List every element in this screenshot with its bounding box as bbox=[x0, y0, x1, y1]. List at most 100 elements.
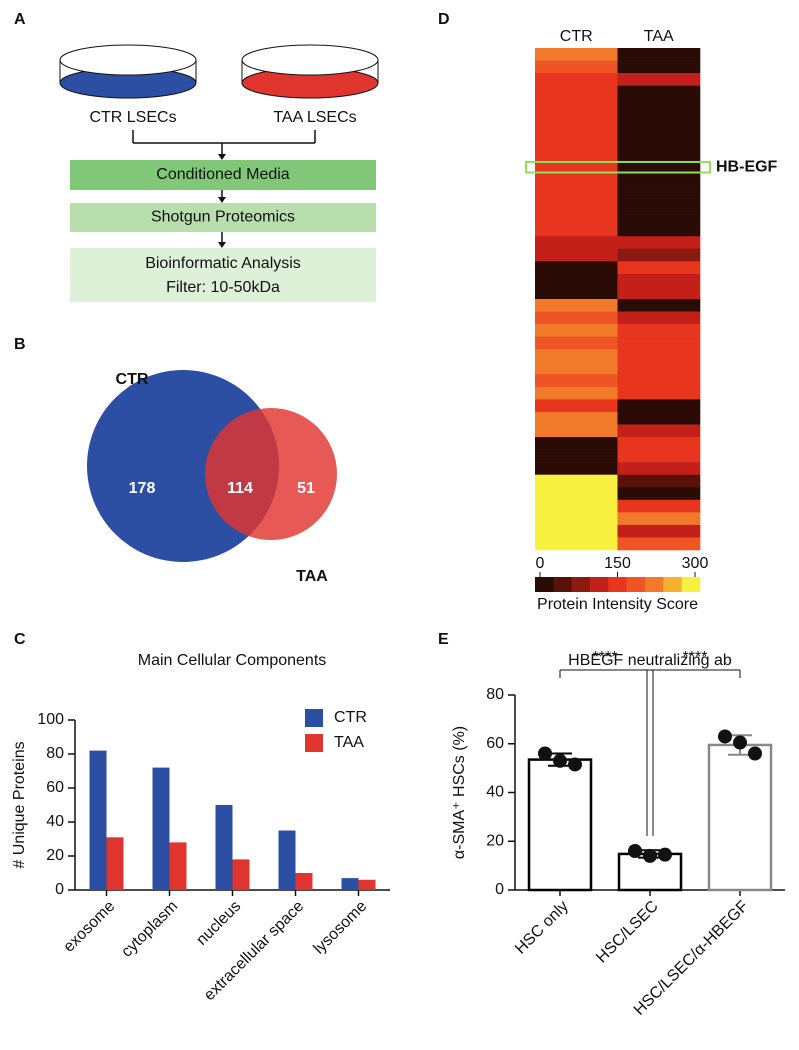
heatmap-cell bbox=[617, 411, 701, 425]
heatmap-cell bbox=[617, 160, 701, 174]
venn-set-label: TAA bbox=[296, 568, 328, 585]
legend-swatch bbox=[305, 734, 323, 752]
highlight-label: HB-EGF bbox=[716, 158, 778, 175]
heatmap-cell bbox=[535, 374, 618, 388]
x-tick-label: nucleus bbox=[193, 898, 244, 949]
y-axis-label: # Unique Proteins bbox=[11, 741, 28, 868]
heatmap-cell bbox=[535, 123, 618, 137]
heatmap-cell bbox=[535, 236, 618, 250]
x-tick-label: exosome bbox=[60, 898, 118, 956]
heatmap-cell bbox=[617, 349, 701, 363]
legend-label: TAA bbox=[334, 734, 364, 751]
heatmap-cell bbox=[617, 110, 701, 124]
heatmap-cell bbox=[617, 361, 701, 375]
bar bbox=[341, 878, 359, 890]
heatmap-cell bbox=[617, 386, 701, 400]
heatmap-cell bbox=[535, 110, 618, 124]
heatmap-cell bbox=[617, 73, 701, 86]
bar bbox=[358, 879, 376, 890]
venn-set-label: CTR bbox=[116, 371, 149, 388]
bar bbox=[152, 767, 170, 890]
venn-count: 178 bbox=[129, 480, 156, 497]
x-tick-label: cytoplasm bbox=[118, 898, 181, 961]
data-point bbox=[718, 729, 732, 744]
data-point bbox=[643, 848, 657, 863]
dish-top bbox=[241, 44, 379, 76]
data-point bbox=[733, 735, 747, 750]
heatmap-cell bbox=[617, 186, 701, 199]
heatmap-cell bbox=[617, 198, 701, 212]
data-point bbox=[553, 753, 567, 768]
heatmap-cell bbox=[617, 499, 701, 513]
panel-label: A bbox=[14, 11, 26, 28]
heatmap-cell bbox=[617, 248, 701, 262]
arrow-head bbox=[218, 197, 226, 203]
heatmap-cell bbox=[617, 462, 701, 475]
chart-title: HBEGF neutralizing ab bbox=[568, 652, 732, 669]
bar bbox=[295, 873, 313, 890]
heatmap-cell bbox=[617, 399, 701, 413]
heatmap-cell bbox=[535, 349, 618, 363]
heatmap-cell bbox=[617, 148, 701, 162]
arrow-head bbox=[218, 242, 226, 248]
significance-label: **** bbox=[683, 649, 708, 666]
heatmap-cell bbox=[617, 273, 701, 287]
y-tick-label: 0 bbox=[495, 881, 504, 898]
heatmap-cell bbox=[617, 487, 701, 501]
heatmap-cell bbox=[535, 148, 618, 162]
data-point bbox=[658, 847, 672, 862]
colorbar-swatch bbox=[553, 577, 572, 592]
heatmap-column-label: CTR bbox=[560, 28, 593, 45]
heatmap-cell bbox=[617, 324, 701, 337]
dish-label: TAA LSECs bbox=[273, 109, 356, 126]
heatmap-cell bbox=[535, 261, 618, 275]
heatmap-cell bbox=[617, 98, 701, 112]
data-point bbox=[628, 844, 642, 858]
heatmap-column-label: TAA bbox=[644, 28, 674, 45]
y-tick-label: 60 bbox=[486, 735, 504, 752]
bar bbox=[232, 859, 250, 890]
heatmap-cell bbox=[535, 462, 618, 475]
data-point bbox=[748, 746, 762, 761]
bar bbox=[106, 837, 124, 890]
bar bbox=[89, 750, 107, 890]
x-tick-label: HSC only bbox=[512, 898, 572, 958]
highlight-box bbox=[525, 160, 711, 174]
heatmap-cell bbox=[617, 311, 701, 325]
heatmap-cell bbox=[535, 336, 618, 350]
flow-step-label: Shotgun Proteomics bbox=[151, 209, 295, 226]
heatmap-cell bbox=[535, 424, 618, 438]
heatmap-cell bbox=[617, 261, 701, 275]
y-tick-label: 20 bbox=[46, 847, 64, 864]
legend-label: CTR bbox=[334, 709, 367, 726]
colorbar-tick-label: 300 bbox=[682, 555, 709, 572]
arrow-head bbox=[218, 154, 226, 160]
venn-set bbox=[205, 408, 337, 540]
heatmap-cell bbox=[617, 48, 701, 61]
flow-filter: Filter: 10-50kDa bbox=[166, 279, 280, 296]
heatmap-cell bbox=[617, 211, 701, 224]
panel-label: B bbox=[14, 336, 26, 353]
heatmap-cell bbox=[535, 60, 618, 74]
heatmap-cell bbox=[617, 537, 701, 551]
bar bbox=[215, 805, 233, 890]
colorbar-swatch bbox=[608, 577, 627, 592]
heatmap-cell bbox=[617, 449, 701, 463]
heatmap-cell bbox=[535, 411, 618, 425]
venn-count: 114 bbox=[227, 480, 253, 497]
heatmap-cell bbox=[535, 324, 618, 337]
panel-label: D bbox=[438, 11, 450, 28]
heatmap-cell bbox=[535, 211, 618, 224]
colorbar-swatch bbox=[571, 577, 591, 592]
colorbar-label: Protein Intensity Score bbox=[537, 596, 698, 613]
heatmap-cell bbox=[617, 223, 701, 237]
heatmap-cell bbox=[617, 474, 701, 488]
heatmap-cell bbox=[617, 123, 701, 137]
bar bbox=[707, 743, 773, 892]
colorbar-tick-label: 150 bbox=[604, 555, 631, 572]
colorbar-tick-label: 0 bbox=[536, 555, 545, 572]
panel-label: E bbox=[438, 631, 449, 648]
y-tick-label: 20 bbox=[486, 832, 504, 849]
colorbar-swatch bbox=[681, 577, 701, 592]
